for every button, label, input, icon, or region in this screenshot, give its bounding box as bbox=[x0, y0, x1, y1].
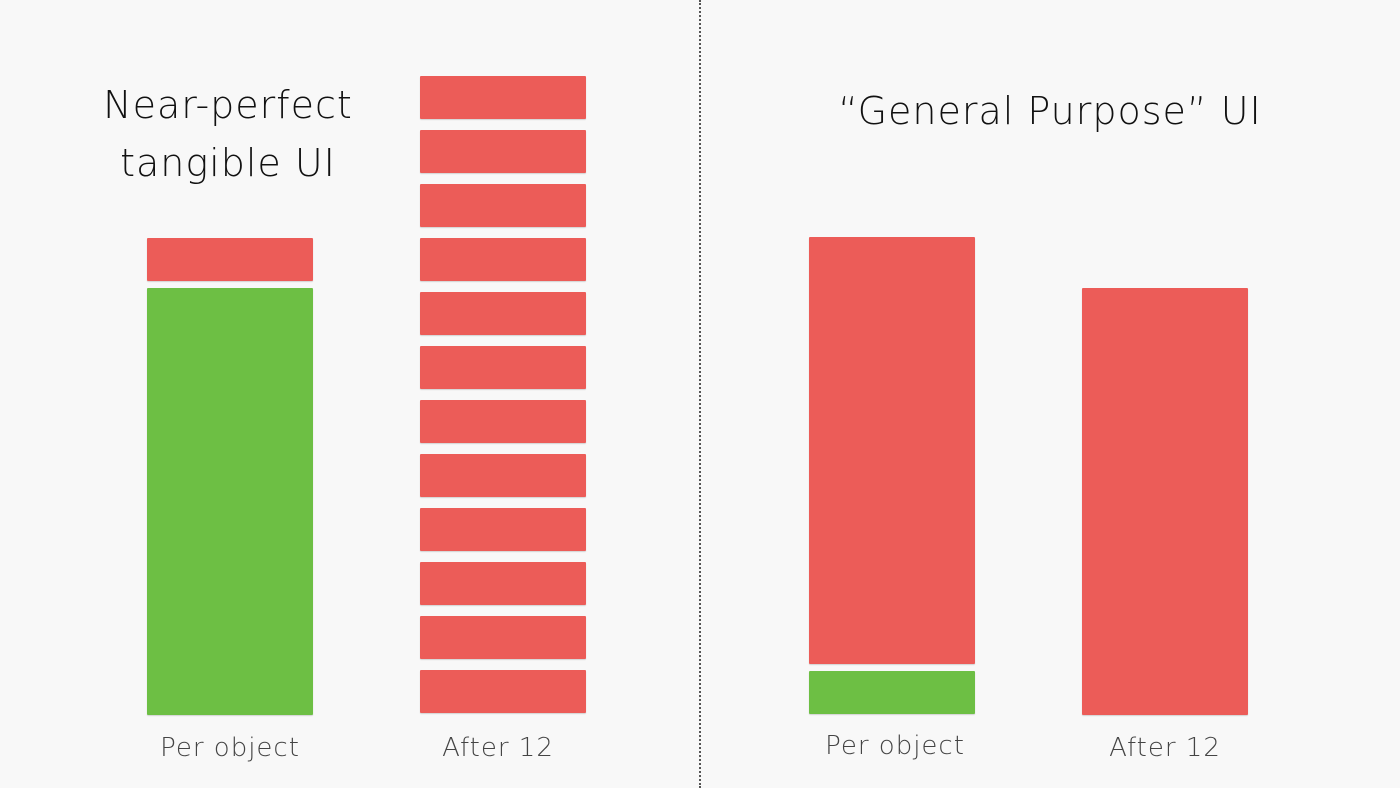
left-title-line1: Near-perfect bbox=[103, 83, 353, 127]
left-after-red-block bbox=[420, 292, 586, 335]
left-after-red-block bbox=[420, 454, 586, 497]
left-title-line2: tangible UI bbox=[120, 141, 336, 185]
left-after-red-block bbox=[420, 238, 586, 281]
left-after-red-block bbox=[420, 346, 586, 389]
right-per-object-green-block bbox=[809, 671, 975, 714]
left-after-red-block bbox=[420, 562, 586, 605]
left-after-red-block bbox=[420, 130, 586, 173]
left-after-label: After 12 bbox=[442, 733, 554, 763]
left-panel-title: Near-perfect tangible UI bbox=[90, 76, 366, 192]
right-panel-title: “General Purpose” UI bbox=[838, 89, 1262, 133]
panel-divider bbox=[699, 0, 701, 788]
left-after-red-block bbox=[420, 616, 586, 659]
right-per-object-label: Per object bbox=[825, 731, 965, 761]
left-per-object-label: Per object bbox=[160, 733, 300, 763]
right-after-label: After 12 bbox=[1109, 733, 1221, 763]
left-per-object-red-block bbox=[147, 238, 313, 281]
left-per-object-green-block bbox=[147, 288, 313, 715]
right-per-object-red-block bbox=[809, 237, 975, 664]
left-after-red-block bbox=[420, 670, 586, 713]
left-after-red-block bbox=[420, 508, 586, 551]
left-after-red-block bbox=[420, 184, 586, 227]
right-after-red-block bbox=[1082, 288, 1248, 715]
left-after-red-block bbox=[420, 76, 586, 119]
left-after-red-block bbox=[420, 400, 586, 443]
